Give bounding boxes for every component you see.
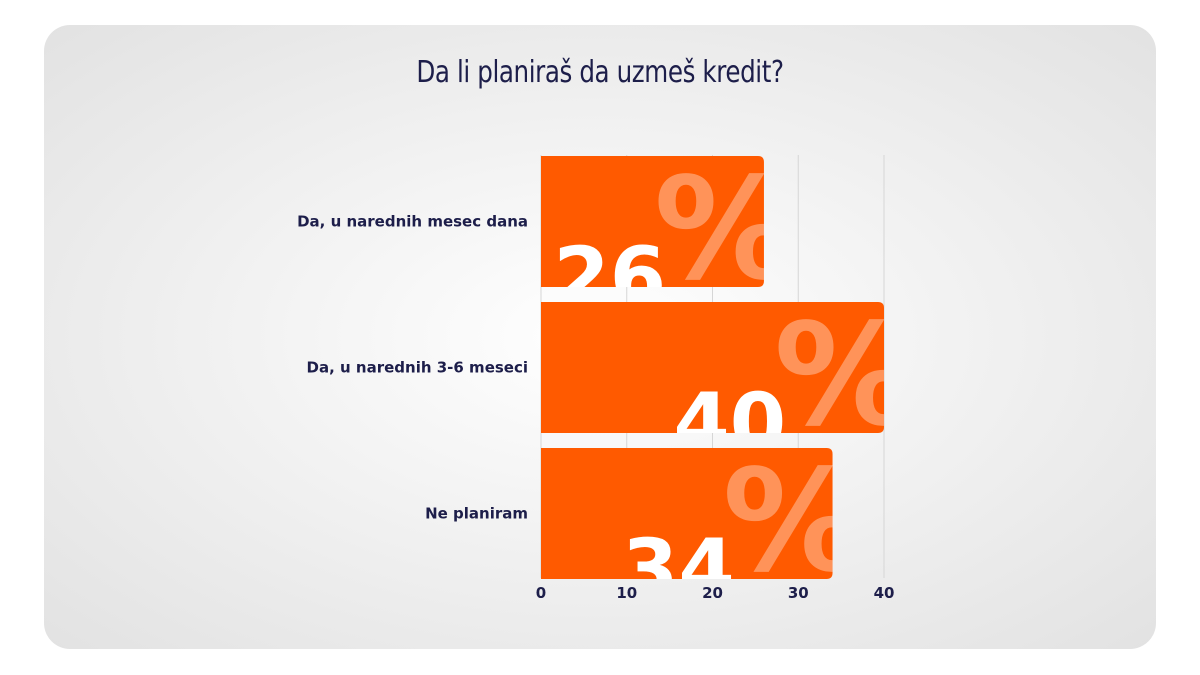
- bar-percent-sign: %: [723, 440, 864, 604]
- bar-value-group: 40%: [673, 294, 915, 471]
- bar-value-group: 26%: [553, 148, 795, 325]
- bar: [541, 448, 833, 579]
- x-tick-label: 10: [616, 584, 637, 602]
- bar: [541, 156, 764, 287]
- bar-value-label: 26: [553, 231, 666, 325]
- category-label: Ne planiram: [425, 505, 528, 523]
- x-tick-label: 20: [702, 584, 723, 602]
- bar-value-group: 34%: [622, 440, 864, 617]
- bar-percent-sign: %: [774, 294, 915, 458]
- chart-title: Da li planiraš da uzmeš kredit?: [416, 55, 784, 90]
- chart-card: Da li planiraš da uzmeš kredit? 26% Da, u…: [44, 25, 1156, 649]
- bar: [541, 302, 884, 433]
- x-tick-label: 0: [536, 584, 546, 602]
- bar-value-label: 40: [673, 377, 786, 471]
- category-label: Da, u narednih 3-6 meseci: [307, 359, 528, 377]
- bar-percent-sign: %: [654, 148, 795, 312]
- x-tick-label: 30: [788, 584, 809, 602]
- x-tick-label: 40: [874, 584, 895, 602]
- category-label: Da, u narednih mesec dana: [297, 213, 528, 231]
- bar-chart: 26% Da, u narednih mesec dana 40% Da, u nar…: [297, 148, 915, 617]
- bar-value-label: 34: [622, 523, 735, 617]
